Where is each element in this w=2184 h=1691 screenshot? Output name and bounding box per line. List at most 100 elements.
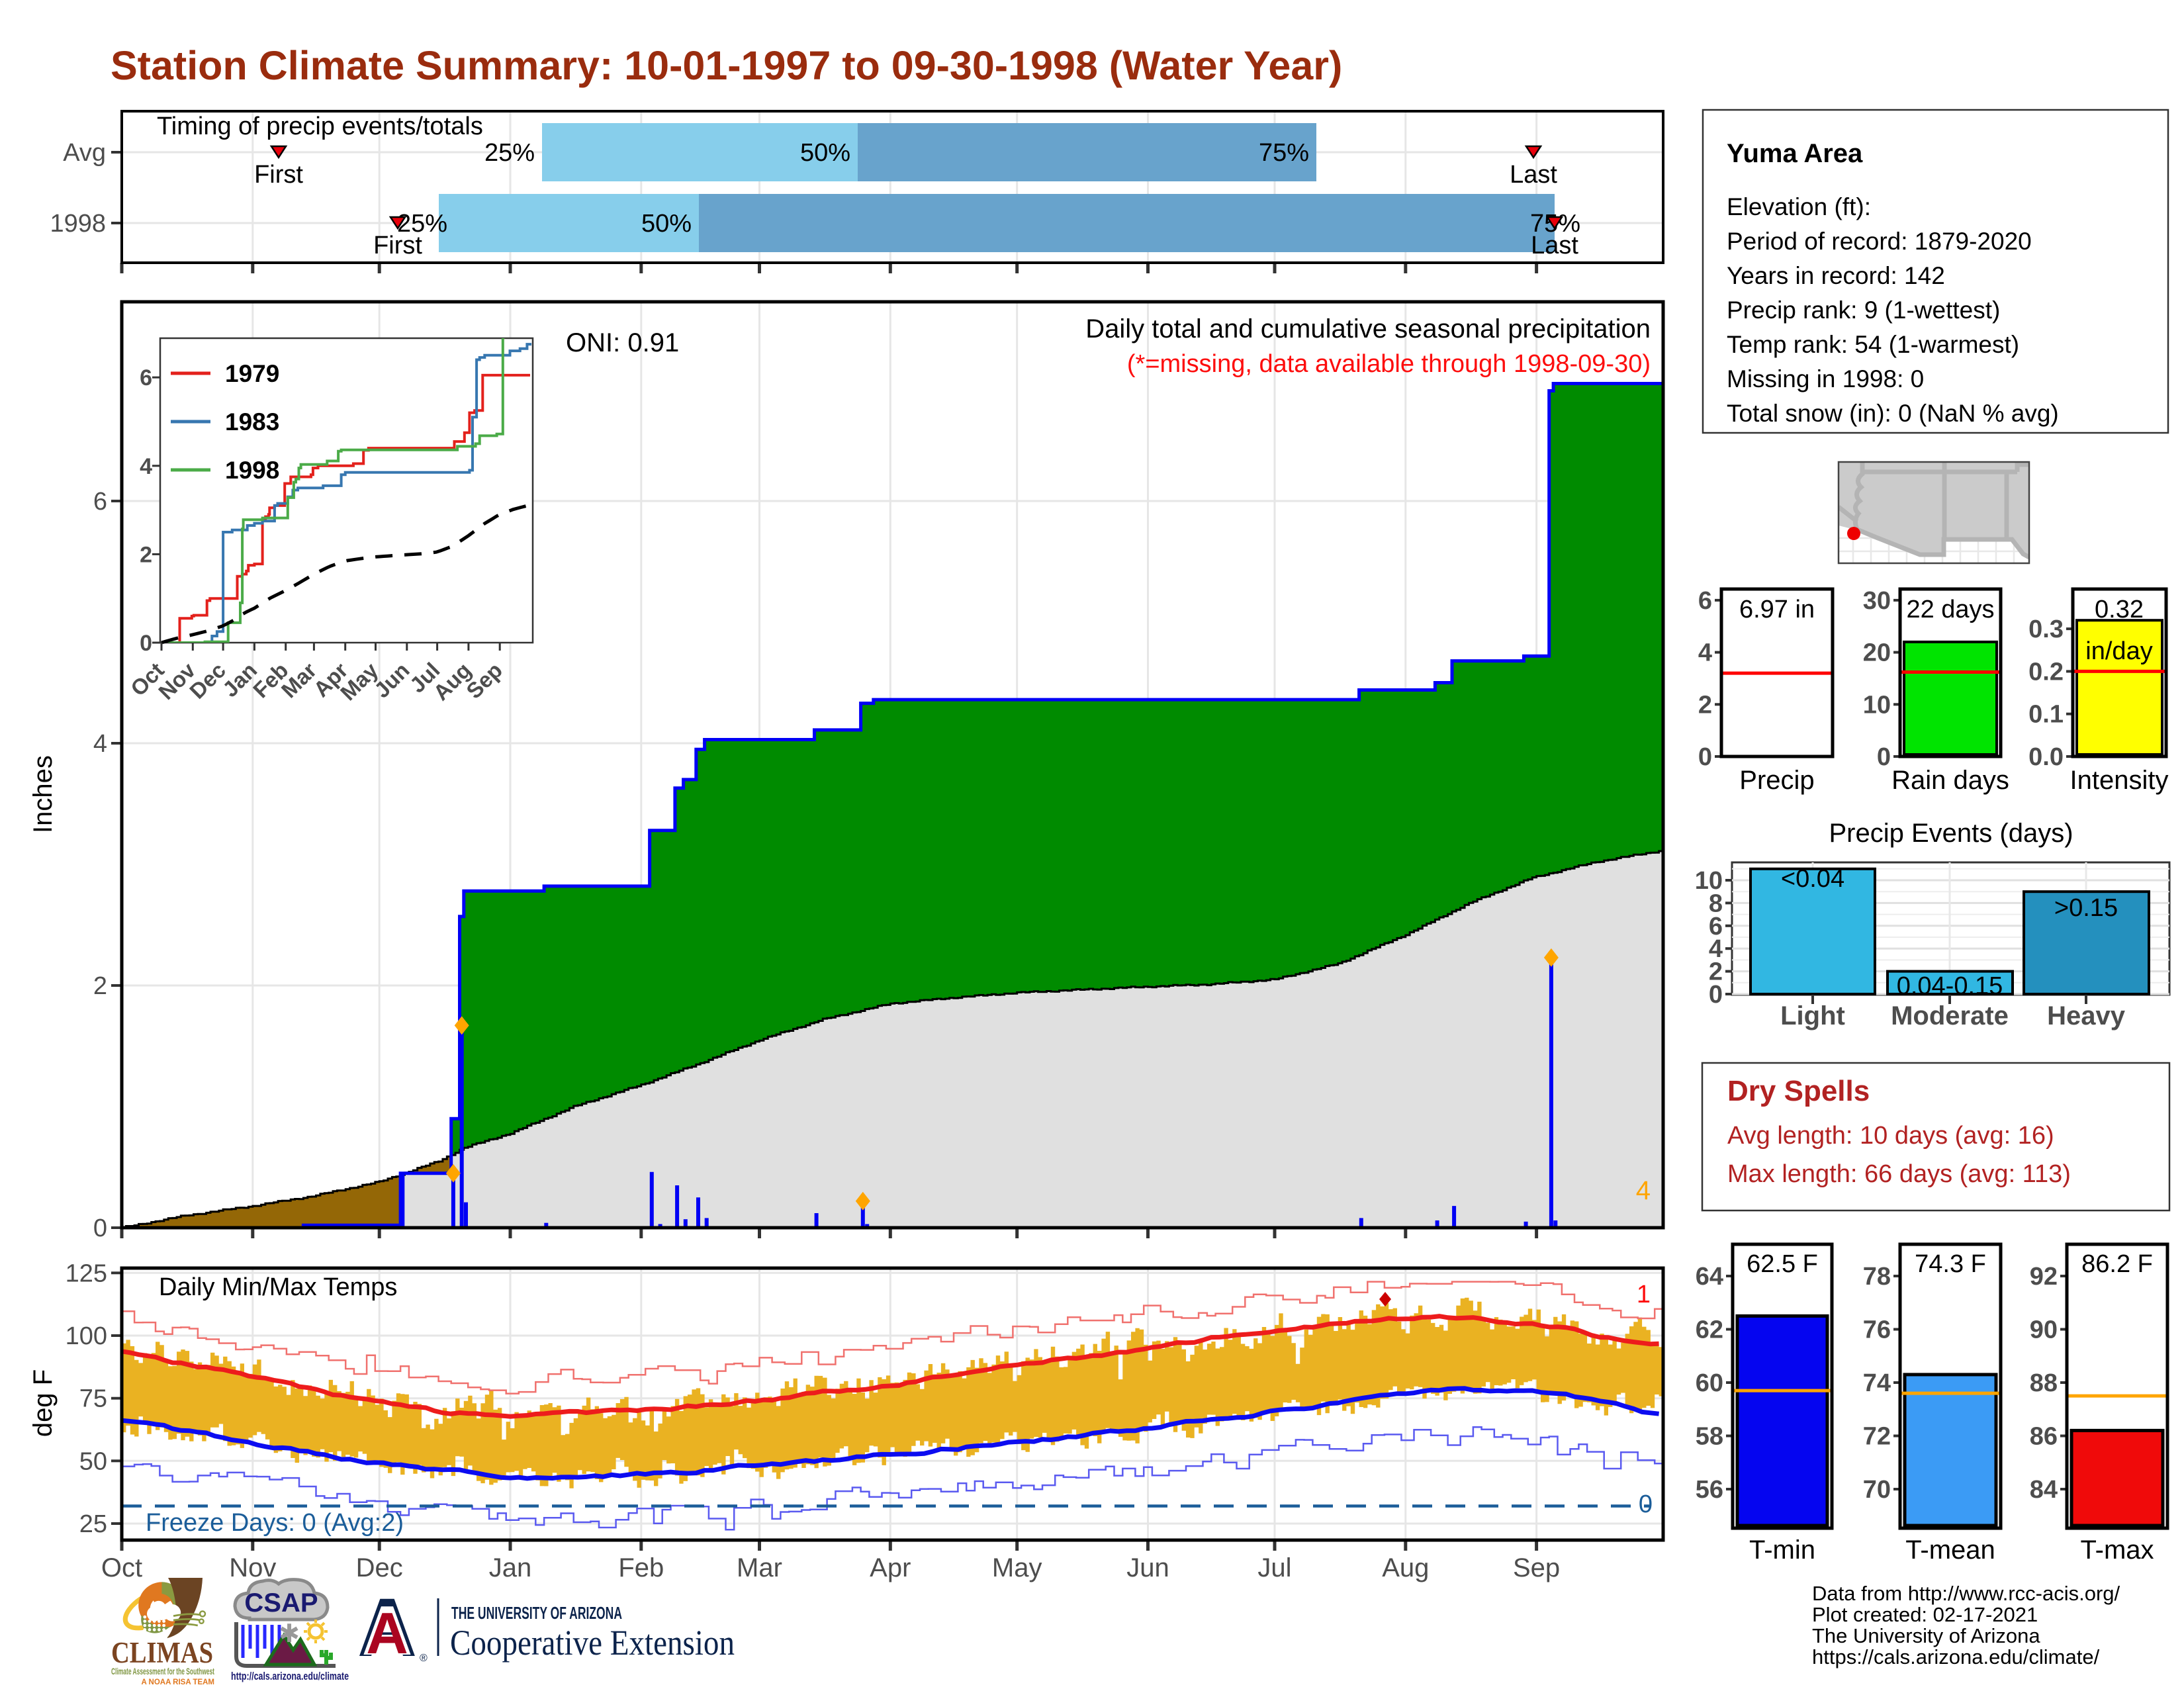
svg-text:75%: 75% [1259,139,1309,167]
svg-text:Max length: 66 days (avg: 113): Max length: 66 days (avg: 113) [1727,1160,2071,1188]
svg-text:Precip Events (days): Precip Events (days) [1829,819,2073,848]
svg-text:6: 6 [1709,913,1723,940]
svg-text:92: 92 [2030,1263,2058,1291]
svg-text:Missing in 1998: 0: Missing in 1998: 0 [1727,365,1924,392]
svg-text:0.32: 0.32 [2095,596,2144,623]
svg-text:56: 56 [1696,1476,1723,1504]
svg-text:First: First [373,232,422,259]
svg-text:2: 2 [1709,958,1723,986]
svg-text:25%: 25% [484,139,535,167]
svg-text:Total snow (in): 0 (NaN % avg): Total snow (in): 0 (NaN % avg) [1727,400,2059,427]
svg-text:1998: 1998 [225,457,279,484]
svg-text:Sep: Sep [1513,1553,1560,1582]
svg-text:T-mean: T-mean [1905,1535,1995,1565]
svg-text:Jun: Jun [1126,1553,1169,1582]
svg-text:Avg length: 10 days (avg: 16): Avg length: 10 days (avg: 16) [1727,1122,2054,1150]
svg-text:Oct: Oct [101,1553,142,1582]
svg-text:CSAP: CSAP [244,1588,318,1618]
svg-text:0.3: 0.3 [2028,616,2064,643]
svg-text:✱: ✱ [279,1620,300,1648]
svg-text:86: 86 [2030,1423,2058,1451]
svg-text:1983: 1983 [225,408,279,435]
svg-text:70: 70 [1863,1476,1891,1504]
svg-text:Heavy: Heavy [2047,1001,2126,1030]
svg-text:Dec: Dec [356,1553,403,1582]
svg-text:2: 2 [140,542,152,567]
svg-text:100: 100 [66,1322,107,1350]
svg-text:(*=missing, data available thr: (*=missing, data available through 1998-… [1127,350,1651,378]
svg-text:The University of Arizona: The University of Arizona [1812,1624,2040,1647]
svg-text:Timing of precip events/totals: Timing of precip events/totals [157,113,483,140]
svg-text:6: 6 [140,365,152,390]
svg-text:10: 10 [1863,691,1891,719]
svg-text:Feb: Feb [618,1553,664,1582]
svg-text:0: 0 [1709,981,1723,1009]
svg-text:CLIMAS: CLIMAS [111,1636,213,1669]
svg-text:Period of record: 1879-2020: Period of record: 1879-2020 [1727,228,2032,255]
svg-text:0.2: 0.2 [2028,658,2064,686]
svg-text:10: 10 [1695,867,1723,895]
svg-text:Apr: Apr [870,1553,911,1582]
svg-text:Precip rank: 9 (1-wettest): Precip rank: 9 (1-wettest) [1727,297,2000,324]
svg-text:4: 4 [140,454,152,479]
svg-text:86.2 F: 86.2 F [2081,1250,2153,1278]
svg-text:4: 4 [93,730,107,758]
svg-text:76: 76 [1863,1316,1891,1344]
svg-text:0.0: 0.0 [2028,743,2064,771]
svg-text:Jul: Jul [1257,1553,1291,1582]
svg-text:Station Climate Summary: 10-01: Station Climate Summary: 10-01-1997 to 0… [111,43,1342,88]
svg-text:T-max: T-max [2080,1535,2154,1565]
svg-text:25: 25 [79,1510,107,1538]
svg-text:Last: Last [1531,232,1578,259]
svg-text:62.5 F: 62.5 F [1747,1250,1818,1278]
svg-text:74.3 F: 74.3 F [1915,1250,1986,1278]
svg-text:Temp rank: 54 (1-warmest): Temp rank: 54 (1-warmest) [1727,331,2019,358]
svg-text:Daily total and cumulative sea: Daily total and cumulative seasonal prec… [1085,314,1651,343]
svg-text:Data from http://www.rcc-acis.: Data from http://www.rcc-acis.org/ [1812,1582,2120,1605]
svg-text:2: 2 [93,972,107,1000]
svg-text:Nov: Nov [229,1553,276,1582]
svg-text:Dry Spells: Dry Spells [1727,1075,1870,1107]
svg-text:62: 62 [1696,1316,1723,1344]
svg-text:125: 125 [66,1259,107,1287]
svg-text:Yuma Area: Yuma Area [1727,139,1863,168]
svg-text:https://cals.arizona.edu/clima: https://cals.arizona.edu/climate/ [1812,1645,2100,1668]
svg-text:30: 30 [1863,587,1891,615]
svg-text:ONI: 0.91: ONI: 0.91 [566,328,679,357]
svg-text:0.1: 0.1 [2028,701,2064,729]
svg-text:Mar: Mar [737,1553,782,1582]
svg-text:Rain days: Rain days [1891,766,2009,795]
svg-text:http://cals.arizona.edu/climat: http://cals.arizona.edu/climate [231,1670,349,1682]
svg-text:22 days: 22 days [1906,596,1994,623]
svg-text:>0.15: >0.15 [2054,894,2118,922]
svg-text:50: 50 [79,1447,107,1475]
svg-text:88: 88 [2030,1369,2058,1397]
svg-text:®: ® [420,1653,428,1664]
svg-text:58: 58 [1696,1423,1723,1451]
svg-text:6: 6 [1698,587,1712,615]
svg-text:4: 4 [1636,1176,1651,1205]
svg-text:Avg: Avg [63,139,106,167]
svg-text:Precip: Precip [1739,766,1814,795]
svg-text:Inches: Inches [28,755,58,833]
svg-text:Climate Assessment for the Sou: Climate Assessment for the Southwest [111,1666,214,1676]
svg-text:6: 6 [93,488,107,516]
svg-text:50%: 50% [641,210,692,238]
svg-text:Daily Min/Max Temps: Daily Min/Max Temps [159,1273,397,1301]
svg-text:25%: 25% [397,210,447,238]
svg-text:Plot created: 02-17-2021: Plot created: 02-17-2021 [1812,1603,2038,1626]
svg-text:6.97 in: 6.97 in [1739,596,1815,623]
svg-text:THE UNIVERSITY OF ARIZONA: THE UNIVERSITY OF ARIZONA [451,1603,622,1623]
svg-text:0: 0 [1698,743,1712,771]
svg-text:1979: 1979 [225,360,279,387]
svg-text:2: 2 [1698,691,1712,719]
svg-text:Last: Last [1510,161,1557,189]
svg-text:78: 78 [1863,1263,1891,1291]
svg-text:60: 60 [1696,1369,1723,1397]
svg-text:4: 4 [1709,935,1723,963]
svg-text:in/day: in/day [2085,637,2152,665]
svg-text:64: 64 [1696,1263,1723,1291]
svg-text:May: May [992,1553,1042,1582]
svg-text:Cooperative Extension: Cooperative Extension [450,1623,735,1663]
svg-text:A: A [366,1600,408,1666]
